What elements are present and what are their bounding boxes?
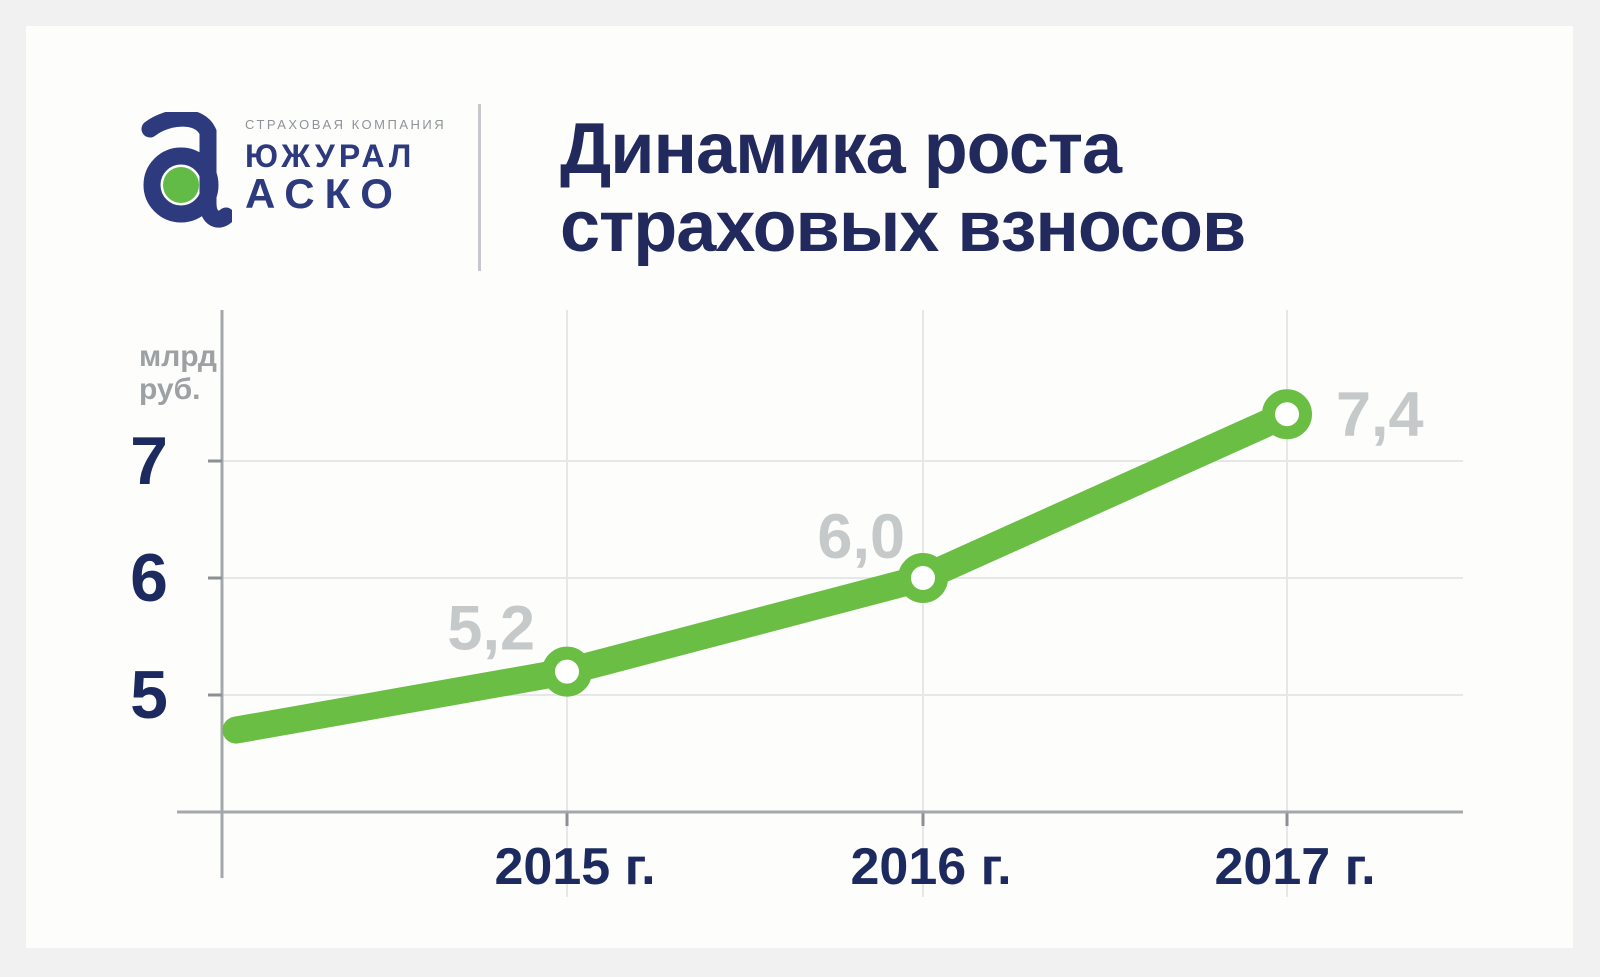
chart-title-line1: Динамика роста [560, 109, 1122, 189]
data-point-marker [542, 646, 592, 697]
data-point-marker [1262, 389, 1312, 440]
brand-tagline: СТРАХОВАЯ КОМПАНИЯ [245, 117, 447, 132]
x-tick-label: 2016 г. [850, 838, 1011, 896]
data-point-value-label: 7,4 [1336, 380, 1424, 450]
chart-title-line2: страховых взносов [560, 187, 1246, 267]
trend-line [222, 400, 1301, 744]
infographic-card: СТРАХОВАЯ КОМПАНИЯ ЮЖУРАЛ АСКО Динамика … [26, 26, 1573, 948]
header-divider [478, 104, 481, 271]
brand-name-line1: ЮЖУРАЛ [245, 138, 416, 174]
logo-mark-icon [141, 112, 232, 228]
y-axis-unit-label: млрд руб. [139, 340, 217, 406]
brand-name-line2: АСКО [245, 170, 403, 217]
data-point-marker [898, 553, 948, 603]
y-tick-label: 7 [130, 423, 168, 499]
x-tick-label: 2017 г. [1214, 838, 1375, 896]
logo-green-dot [163, 167, 199, 203]
y-tick-label: 5 [130, 657, 168, 733]
y-tick-label: 6 [130, 540, 168, 616]
chart-title: Динамика роста страховых взносов [560, 109, 1246, 267]
data-point-value-label: 5,2 [447, 594, 535, 664]
data-point-value-label: 6,0 [817, 502, 905, 572]
brand-text-block: СТРАХОВАЯ КОМПАНИЯ ЮЖУРАЛ АСКО [245, 117, 465, 215]
x-tick-label: 2015 г. [494, 838, 655, 896]
